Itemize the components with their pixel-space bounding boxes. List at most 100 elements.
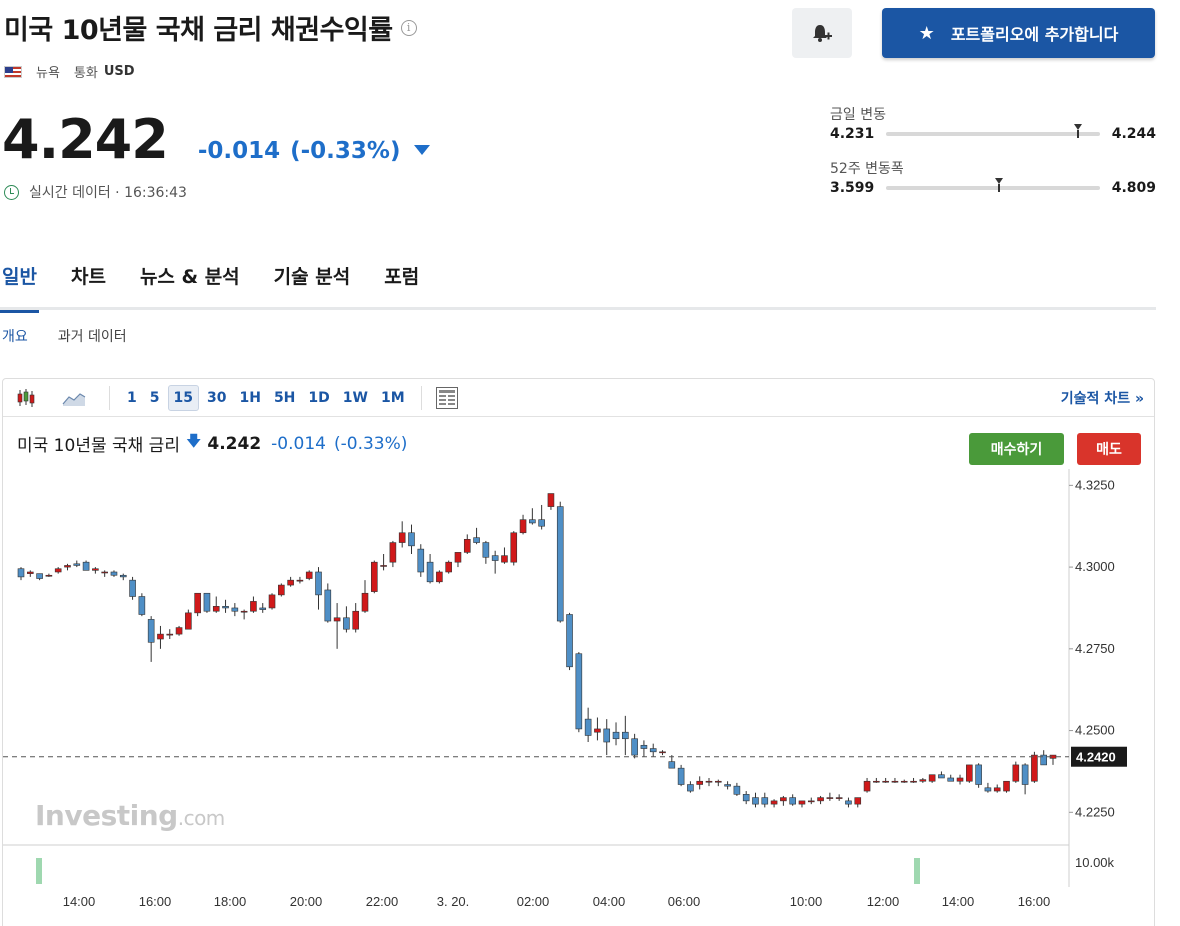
- alert-button[interactable]: [792, 8, 852, 58]
- candle-body: [240, 610, 248, 613]
- candlestick-icon[interactable]: [13, 385, 39, 411]
- sell-button[interactable]: 매도: [1077, 433, 1141, 465]
- candle-body: [222, 606, 229, 609]
- candle-body: [594, 728, 601, 733]
- candle-body: [603, 728, 611, 743]
- candle-body: [389, 542, 397, 563]
- candle-body: [315, 571, 322, 596]
- tab-overview[interactable]: 일반: [0, 258, 39, 313]
- daily-range: 금일 변동 4.231 4.244: [830, 104, 1156, 142]
- week52-range-bar: [886, 178, 1100, 192]
- tab-news-analysis[interactable]: 뉴스 & 분석: [139, 266, 240, 288]
- candle-body: [845, 800, 852, 805]
- candle-body: [491, 555, 499, 561]
- subtab-historical-data[interactable]: 과거 데이터: [57, 329, 127, 345]
- timeframe-1w[interactable]: 1W: [342, 389, 368, 406]
- candle-body: [380, 565, 387, 567]
- candle-body: [742, 794, 750, 802]
- candle-body: [649, 748, 657, 753]
- candle-body: [92, 568, 99, 571]
- candle-body: [54, 568, 62, 573]
- candle-body: [789, 797, 796, 805]
- candle-body: [724, 784, 731, 787]
- timeframe-5h[interactable]: 5H: [273, 389, 296, 406]
- currency-label: 통화: [73, 66, 98, 81]
- daily-range-marker: [1074, 124, 1083, 138]
- candle-body: [436, 571, 443, 583]
- info-icon[interactable]: i: [400, 19, 417, 36]
- candle-body: [538, 519, 545, 527]
- candle-body: [696, 780, 704, 785]
- tab-chart[interactable]: 차트: [70, 266, 106, 288]
- candle-body: [82, 561, 90, 571]
- candle-body: [873, 780, 880, 783]
- candle-body: [966, 764, 973, 782]
- candle-body: [1031, 754, 1038, 782]
- watermark-suffix: .com: [177, 806, 226, 830]
- candle-body: [296, 579, 304, 582]
- candle-body: [780, 797, 787, 802]
- area-chart-icon[interactable]: [61, 385, 87, 411]
- candle-body: [752, 797, 759, 805]
- candle-body: [835, 797, 843, 799]
- candle-body: [73, 563, 81, 566]
- price-change: -0.014: [197, 138, 281, 164]
- main-tabs: 일반 차트 뉴스 & 분석 기술 분석 포럼: [0, 258, 1156, 313]
- candle-body: [668, 761, 676, 769]
- candle-body: [891, 780, 899, 783]
- daily-range-label: 금일 변동: [830, 107, 886, 123]
- candlestick-chart[interactable]: 4.3250 4.3000 4.2750 4.2500 4.2250 4.2420 10.0…: [3, 469, 1153, 909]
- x-tick-label: 12:00: [867, 894, 900, 909]
- chart-widget: 1 5 15 30 1H 5H 1D 1W 1M 기술적 차트 » 미국 10년…: [2, 378, 1155, 926]
- candle-body: [919, 779, 927, 782]
- candle-body: [361, 592, 369, 612]
- candle-body: [677, 767, 685, 785]
- table-view-icon[interactable]: [434, 385, 460, 411]
- technical-chart-link[interactable]: 기술적 차트 »: [1060, 390, 1144, 407]
- x-tick-label: 16:00: [1018, 894, 1051, 909]
- candle-body: [910, 780, 917, 783]
- tab-technical[interactable]: 기술 분석: [273, 266, 351, 288]
- timeframe-5[interactable]: 5: [149, 389, 160, 406]
- candle-body: [770, 800, 778, 805]
- tab-forum[interactable]: 포럼: [384, 266, 420, 288]
- candle-body: [705, 780, 713, 783]
- candle-body: [1003, 780, 1010, 792]
- volume-bar: [36, 858, 42, 884]
- timeframe-1d[interactable]: 1D: [308, 389, 330, 406]
- candle-body: [798, 800, 806, 805]
- candle-body: [733, 785, 741, 795]
- candle-body: [64, 565, 71, 568]
- candle-body: [166, 633, 174, 636]
- star-icon: ★: [918, 22, 935, 44]
- timeframe-1[interactable]: 1: [127, 389, 137, 406]
- add-to-portfolio-button[interactable]: ★ 포트폴리오에 추가합니다: [882, 8, 1155, 58]
- candle-body: [408, 532, 415, 547]
- candle-body: [1021, 764, 1029, 785]
- candle-body: [398, 532, 406, 543]
- candle-body: [473, 537, 480, 543]
- candle-body: [119, 574, 127, 578]
- week52-low: 3.599: [830, 180, 875, 196]
- timeframe-15[interactable]: 15: [167, 384, 199, 411]
- candle-body: [343, 617, 350, 630]
- candle-body: [129, 579, 136, 597]
- subtab-summary[interactable]: 개요: [2, 329, 28, 345]
- candle-body: [157, 633, 164, 640]
- candle-body: [556, 506, 564, 622]
- candle-body: [900, 780, 908, 783]
- candle-body: [101, 571, 108, 574]
- clock-icon: [4, 184, 19, 200]
- chart-change: -0.014: [271, 433, 326, 454]
- x-tick-label: 14:00: [942, 894, 975, 909]
- timeframe-1h[interactable]: 1H: [239, 389, 261, 406]
- candle-body: [807, 800, 815, 803]
- candle-body: [352, 610, 360, 630]
- candle-body: [463, 538, 471, 553]
- candle-body: [529, 519, 536, 524]
- timeframe-30[interactable]: 30: [206, 389, 227, 406]
- buy-button[interactable]: 매수하기: [969, 433, 1064, 465]
- candle-body: [863, 780, 871, 792]
- timeframe-1m[interactable]: 1M: [380, 389, 405, 406]
- page-title: 미국 10년물 국채 금리 채권수익률: [4, 15, 393, 46]
